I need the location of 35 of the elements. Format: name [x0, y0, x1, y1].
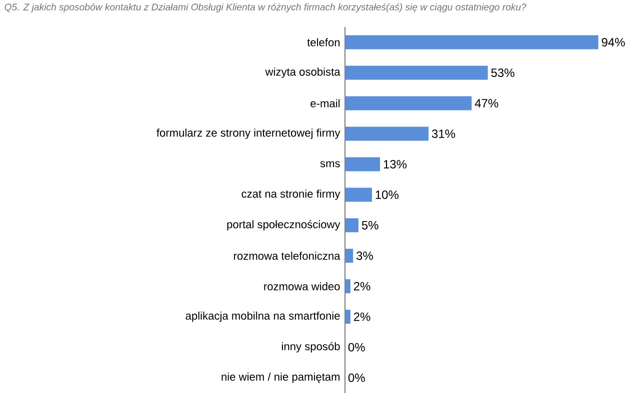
y-tick-label: czat na stronie firmy	[242, 190, 340, 200]
data-label: 3%	[356, 251, 373, 260]
bar	[345, 188, 372, 202]
data-label: 53%	[491, 68, 514, 77]
y-tick-label: rozmowa wideo	[264, 282, 340, 290]
data-label: 0%	[348, 373, 365, 382]
bar	[345, 310, 350, 324]
y-tick-label: aplikacja mobilna na smartfonie	[186, 312, 340, 322]
bar	[345, 218, 358, 232]
data-label: 47%	[474, 99, 498, 108]
data-label: 2%	[354, 282, 370, 290]
y-tick-label: telefon	[307, 38, 340, 46]
data-label: 0%	[348, 342, 365, 352]
y-tick-label: inny sposób	[282, 342, 340, 352]
bar	[345, 35, 598, 50]
y-tick-label: e-mail	[310, 99, 340, 108]
bar	[345, 126, 429, 141]
y-tick-label: portal społecznościowy	[227, 220, 340, 230]
data-label: 13%	[384, 160, 407, 168]
data-label: 31%	[432, 129, 456, 138]
y-tick-label: rozmowa telefoniczna	[234, 252, 340, 260]
text: Q5. Z jakich sposobów kontaktu z Działami Obsługi Klienta w różnych firmach korzystałeś(aś) się w ciągu ostatniego roku?	[4, 3, 526, 12]
y-tick-label: wizyta osobista	[265, 68, 340, 78]
bar	[345, 96, 472, 110]
bar	[345, 66, 488, 80]
y-tick-label: nie wiem / nie pamiętam	[222, 372, 340, 383]
bar	[345, 279, 350, 294]
data-label: 2%	[354, 312, 370, 321]
data-label: 10%	[376, 190, 398, 199]
data-label: 5%	[362, 221, 378, 230]
y-tick-label: sms	[320, 161, 340, 168]
data-label: 94%	[602, 38, 625, 47]
bar	[345, 157, 380, 172]
bar	[345, 248, 354, 263]
y-tick-label: formularz ze strony internetowej firmy	[156, 128, 340, 139]
